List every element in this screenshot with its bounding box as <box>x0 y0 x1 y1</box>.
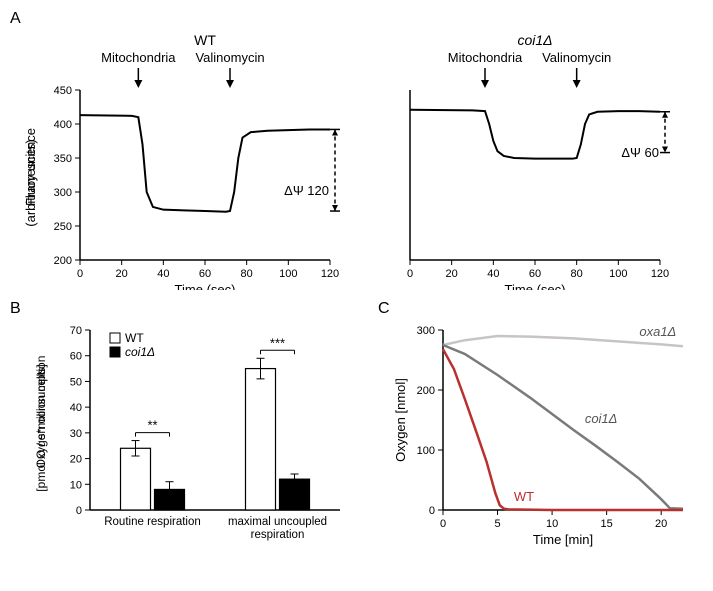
figure-root: A WTMitochondriaValinomycin0204060801001… <box>10 10 703 580</box>
svg-text:80: 80 <box>571 268 583 280</box>
svg-text:**: ** <box>147 418 157 433</box>
svg-text:120: 120 <box>321 268 339 280</box>
svg-text:coi1Δ: coi1Δ <box>125 345 155 359</box>
svg-text:Time (sec): Time (sec) <box>505 282 566 290</box>
svg-text:Mitochondria: Mitochondria <box>101 50 176 65</box>
svg-text:200: 200 <box>54 255 72 267</box>
svg-text:20: 20 <box>116 268 128 280</box>
svg-text:ΔΨ 60: ΔΨ 60 <box>621 145 659 160</box>
svg-text:0: 0 <box>407 268 413 280</box>
svg-text:respiration: respiration <box>251 529 305 541</box>
panel-b-svg: 010203040506070Oxygen consumption[pmol O… <box>20 310 370 580</box>
svg-text:ΔΨ 120: ΔΨ 120 <box>284 183 329 198</box>
svg-text:WT: WT <box>514 489 534 504</box>
svg-text:20: 20 <box>446 268 458 280</box>
svg-text:60: 60 <box>529 268 541 280</box>
panel-a: A WTMitochondriaValinomycin0204060801001… <box>10 10 703 290</box>
svg-text:250: 250 <box>54 221 72 233</box>
svg-text:maximal uncoupled: maximal uncoupled <box>228 516 327 528</box>
svg-text:0: 0 <box>76 505 82 517</box>
svg-text:400: 400 <box>54 119 72 131</box>
svg-text:***: *** <box>270 335 285 350</box>
svg-text:70: 70 <box>70 325 82 337</box>
svg-text:30: 30 <box>70 428 82 440</box>
svg-text:[pmol O / s*million cells]: [pmol O / s*million cells] <box>34 364 48 491</box>
svg-text:oxa1Δ: oxa1Δ <box>639 324 676 339</box>
svg-text:300: 300 <box>54 187 72 199</box>
svg-text:60: 60 <box>199 268 211 280</box>
svg-text:Oxygen [nmol]: Oxygen [nmol] <box>393 378 408 462</box>
svg-text:WT: WT <box>194 32 216 48</box>
svg-text:0: 0 <box>429 505 435 517</box>
svg-text:300: 300 <box>417 325 435 337</box>
svg-text:0: 0 <box>440 518 446 530</box>
svg-text:50: 50 <box>70 376 82 388</box>
svg-text:350: 350 <box>54 153 72 165</box>
svg-text:60: 60 <box>70 351 82 363</box>
svg-text:20: 20 <box>655 518 667 530</box>
svg-text:Routine respiration: Routine respiration <box>104 516 201 528</box>
svg-text:120: 120 <box>651 268 669 280</box>
svg-text:100: 100 <box>417 445 435 457</box>
svg-text:(arbitrary units): (arbitrary units) <box>23 139 38 226</box>
svg-text:100: 100 <box>279 268 297 280</box>
svg-text:200: 200 <box>417 385 435 397</box>
svg-text:Valinomycin: Valinomycin <box>195 50 264 65</box>
svg-text:40: 40 <box>70 402 82 414</box>
svg-text:Mitochondria: Mitochondria <box>448 50 523 65</box>
svg-text:0: 0 <box>77 268 83 280</box>
svg-text:40: 40 <box>487 268 499 280</box>
svg-text:15: 15 <box>601 518 613 530</box>
svg-text:Time [min]: Time [min] <box>533 532 593 547</box>
svg-text:100: 100 <box>609 268 627 280</box>
svg-text:10: 10 <box>70 479 82 491</box>
svg-text:5: 5 <box>494 518 500 530</box>
svg-text:450: 450 <box>54 85 72 97</box>
svg-text:coi1Δ: coi1Δ <box>585 411 618 426</box>
svg-text:80: 80 <box>241 268 253 280</box>
panel-c-svg: 0 5 10 15 20 Time [min] 0 100 200 300 Oxygen [nmol… <box>388 310 708 580</box>
panel-bc-row: B C 010203040506070Oxygen consumption[pm… <box>10 300 703 580</box>
panel-a-svg: WT Mitochondria Valinomycin 0 20 40 60 80 100 120… <box>10 10 703 290</box>
svg-text:10: 10 <box>546 518 558 530</box>
svg-text:Time (sec): Time (sec) <box>175 282 236 290</box>
svg-text:WT: WT <box>125 331 144 345</box>
svg-text:coi1Δ: coi1Δ <box>517 32 552 48</box>
svg-text:20: 20 <box>70 454 82 466</box>
svg-text:40: 40 <box>157 268 169 280</box>
svg-text:Valinomycin: Valinomycin <box>542 50 611 65</box>
